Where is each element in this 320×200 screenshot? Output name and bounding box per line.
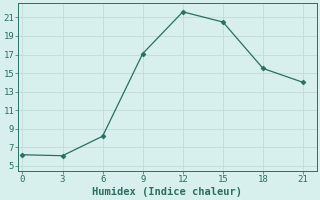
X-axis label: Humidex (Indice chaleur): Humidex (Indice chaleur) xyxy=(92,186,243,197)
